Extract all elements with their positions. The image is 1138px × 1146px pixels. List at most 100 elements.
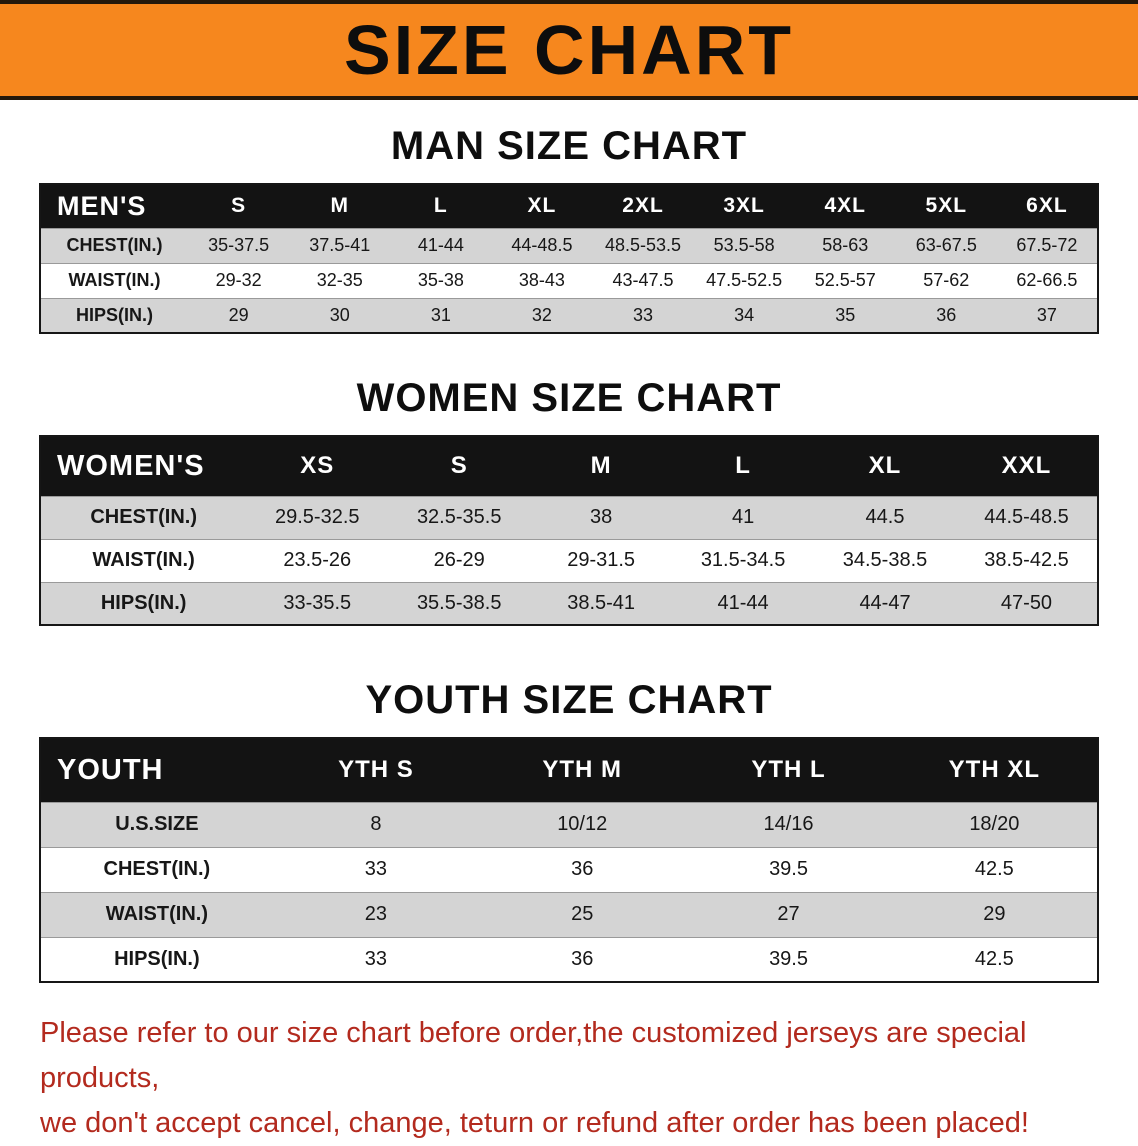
size-value-cell: 52.5-57: [794, 263, 896, 299]
size-value-cell: 29: [188, 298, 290, 334]
size-value-cell: 41-44: [672, 582, 815, 626]
size-value-cell: 29-31.5: [530, 539, 673, 583]
size-value-cell: 18/20: [891, 802, 1098, 848]
size-value-cell: 62-66.5: [996, 263, 1098, 299]
size-column-header: YTH S: [272, 738, 480, 803]
size-column-header: XL: [491, 184, 593, 229]
row-label-cell: HIPS(IN.): [40, 298, 189, 334]
size-value-cell: 33: [272, 937, 480, 983]
size-value-cell: 43-47.5: [592, 263, 694, 299]
row-label-cell: U.S.SIZE: [40, 802, 273, 848]
size-value-cell: 36: [895, 298, 997, 334]
table-header-row: MEN'S S M L XL 2XL 3XL 4XL 5XL 6XL: [40, 184, 1098, 229]
men-size-table: MEN'S S M L XL 2XL 3XL 4XL 5XL 6XL CHEST(IN.) 35-37…: [39, 183, 1099, 334]
size-chart-banner: SIZE CHART: [0, 0, 1138, 100]
table-row: HIPS(IN.) 33-35.5 35.5-38.5 38.5-41 41-44 44-…: [40, 582, 1098, 626]
size-table: MEN'S S M L XL 2XL 3XL 4XL 5XL 6XL CHEST(IN.) 35-37…: [39, 183, 1099, 334]
size-value-cell: 14/16: [685, 802, 892, 848]
table-row: WAIST(IN.) 29-32 32-35 35-38 38-43 43-47.5 47.…: [40, 263, 1098, 299]
size-column-header: YTH L: [685, 738, 892, 803]
table-header-row: WOMEN'S XS S M L XL XXL: [40, 436, 1098, 497]
size-value-cell: 23: [272, 892, 480, 938]
size-column-header: XXL: [955, 436, 1098, 497]
size-column-header: 4XL: [794, 184, 896, 229]
size-value-cell: 53.5-58: [693, 228, 795, 264]
size-value-cell: 33: [272, 847, 480, 893]
size-column-header: YTH M: [479, 738, 686, 803]
size-value-cell: 42.5: [891, 937, 1098, 983]
size-value-cell: 8: [272, 802, 480, 848]
size-value-cell: 32-35: [289, 263, 391, 299]
size-column-header: YTH XL: [891, 738, 1098, 803]
size-value-cell: 35-38: [390, 263, 492, 299]
table-header-row: YOUTH YTH S YTH M YTH L YTH XL: [40, 738, 1098, 803]
size-value-cell: 44-48.5: [491, 228, 593, 264]
size-value-cell: 38: [530, 496, 673, 540]
size-value-cell: 38.5-41: [530, 582, 673, 626]
youth-size-table: YOUTH YTH S YTH M YTH L YTH XL U.S.SIZE 8 10/12…: [39, 737, 1099, 983]
size-column-header: 6XL: [996, 184, 1098, 229]
size-value-cell: 63-67.5: [895, 228, 997, 264]
table-row: HIPS(IN.) 29 30 31 32 33 34 35 36 37: [40, 298, 1098, 334]
size-value-cell: 10/12: [479, 802, 686, 848]
men-section-heading: MAN SIZE CHART: [390, 124, 748, 168]
table-row: CHEST(IN.) 35-37.5 37.5-41 41-44 44-48.5 48.5…: [40, 228, 1098, 264]
size-value-cell: 39.5: [685, 847, 892, 893]
size-value-cell: 31: [390, 298, 492, 334]
order-policy-line-2: we don't accept cancel, change, teturn o…: [40, 1106, 1029, 1139]
size-column-header: S: [188, 184, 290, 229]
size-table: WOMEN'S XS S M L XL XXL CHEST(IN.) 29.5-32.5 32.5…: [39, 435, 1099, 626]
women-size-table: WOMEN'S XS S M L XL XXL CHEST(IN.) 29.5-32.5 32.5…: [39, 435, 1099, 626]
row-label-cell: CHEST(IN.): [40, 496, 247, 540]
page-title: SIZE CHART: [344, 11, 794, 89]
size-value-cell: 26-29: [388, 539, 531, 583]
table-title-cell: MEN'S: [40, 184, 189, 229]
size-value-cell: 42.5: [891, 847, 1098, 893]
row-label-cell: HIPS(IN.): [40, 937, 273, 983]
size-value-cell: 38-43: [491, 263, 593, 299]
table-row: U.S.SIZE 8 10/12 14/16 18/20: [40, 802, 1098, 848]
size-value-cell: 35: [794, 298, 896, 334]
size-value-cell: 47.5-52.5: [693, 263, 795, 299]
size-value-cell: 48.5-53.5: [592, 228, 694, 264]
table-row: HIPS(IN.) 33 36 39.5 42.5: [40, 937, 1098, 983]
size-value-cell: 44.5-48.5: [955, 496, 1098, 540]
row-label-cell: HIPS(IN.): [40, 582, 247, 626]
row-label-cell: WAIST(IN.): [40, 263, 189, 299]
size-column-header: 5XL: [895, 184, 997, 229]
size-value-cell: 25: [479, 892, 686, 938]
table-row: CHEST(IN.) 33 36 39.5 42.5: [40, 847, 1098, 893]
table-title-cell: YOUTH: [40, 738, 273, 803]
size-value-cell: 29-32: [188, 263, 290, 299]
size-value-cell: 31.5-34.5: [672, 539, 815, 583]
table-row: WAIST(IN.) 23 25 27 29: [40, 892, 1098, 938]
size-value-cell: 33-35.5: [246, 582, 389, 626]
size-value-cell: 23.5-26: [246, 539, 389, 583]
size-column-header: XL: [814, 436, 956, 497]
row-label-cell: CHEST(IN.): [40, 228, 189, 264]
size-value-cell: 35.5-38.5: [388, 582, 531, 626]
size-value-cell: 30: [289, 298, 391, 334]
size-value-cell: 44-47: [814, 582, 956, 626]
size-value-cell: 32: [491, 298, 593, 334]
table-row: CHEST(IN.) 29.5-32.5 32.5-35.5 38 41 44.5 44.5…: [40, 496, 1098, 540]
size-value-cell: 44.5: [814, 496, 956, 540]
size-column-header: L: [390, 184, 492, 229]
size-value-cell: 57-62: [895, 263, 997, 299]
size-column-header: L: [672, 436, 815, 497]
size-value-cell: 36: [479, 937, 686, 983]
size-value-cell: 32.5-35.5: [388, 496, 531, 540]
size-column-header: S: [388, 436, 531, 497]
women-section-heading: WOMEN SIZE CHART: [356, 376, 782, 420]
size-value-cell: 37: [996, 298, 1098, 334]
size-value-cell: 36: [479, 847, 686, 893]
size-table: YOUTH YTH S YTH M YTH L YTH XL U.S.SIZE 8 10/12…: [39, 737, 1099, 983]
table-row: WAIST(IN.) 23.5-26 26-29 29-31.5 31.5-34.5 34…: [40, 539, 1098, 583]
table-title-cell: WOMEN'S: [40, 436, 247, 497]
size-value-cell: 41-44: [390, 228, 492, 264]
size-value-cell: 47-50: [955, 582, 1098, 626]
youth-section-heading: YOUTH SIZE CHART: [365, 678, 773, 722]
size-value-cell: 29: [891, 892, 1098, 938]
size-value-cell: 34.5-38.5: [814, 539, 956, 583]
size-value-cell: 41: [672, 496, 815, 540]
